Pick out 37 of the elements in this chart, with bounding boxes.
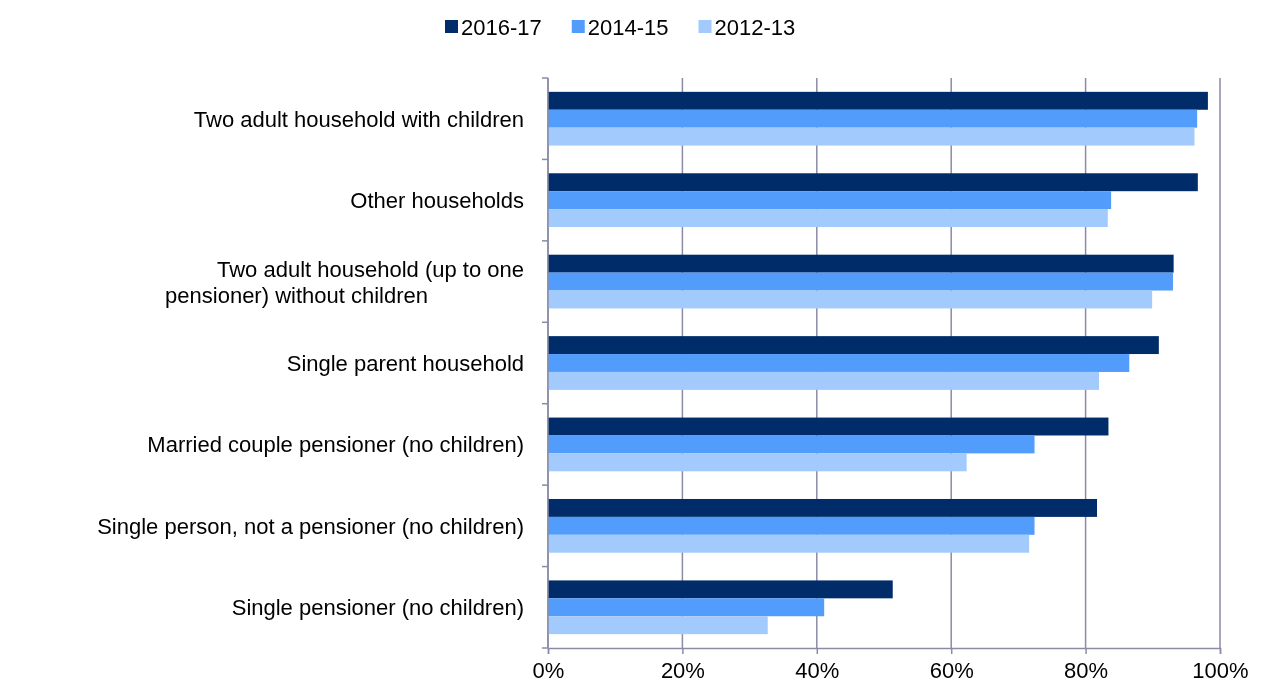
bar xyxy=(548,534,1030,553)
bar xyxy=(548,173,1198,192)
bar xyxy=(548,580,893,599)
x-tick-label: 0% xyxy=(532,657,565,683)
x-tick-label: 100% xyxy=(1192,657,1249,683)
bar xyxy=(548,109,1198,128)
bar xyxy=(548,616,768,635)
x-tick-label: 20% xyxy=(660,657,705,683)
legend-label: 2016-17 xyxy=(461,15,542,40)
bar xyxy=(548,417,1109,436)
bar xyxy=(548,191,1112,210)
bar xyxy=(548,371,1100,390)
bar xyxy=(548,598,825,617)
y-tick-label: Single parent household xyxy=(286,351,524,376)
y-tick-label: Single pensioner (no children) xyxy=(231,595,524,621)
legend-label: 2014-15 xyxy=(587,15,669,40)
bar xyxy=(548,272,1173,291)
y-tick-label: Single person, not a pensioner (no children) xyxy=(97,513,524,539)
bar xyxy=(548,290,1153,309)
legend-label: 2012-13 xyxy=(714,15,796,40)
y-tick-label: Married couple pensioner (no children) xyxy=(147,432,524,458)
bar xyxy=(548,127,1195,146)
x-tick-label: 40% xyxy=(795,657,840,683)
y-tick-label: Two adult household (up to one pensioner) without children xyxy=(165,256,524,308)
bar xyxy=(548,435,1035,454)
bar xyxy=(548,453,967,472)
x-tick-label: 60% xyxy=(929,657,974,683)
y-tick-label: Other households xyxy=(350,188,524,214)
bar xyxy=(548,254,1174,273)
bar xyxy=(548,336,1159,355)
y-tick-label: Two adult household with children xyxy=(193,106,524,132)
bar xyxy=(548,498,1098,517)
bar xyxy=(548,209,1108,228)
bar xyxy=(548,354,1130,372)
bar xyxy=(548,516,1035,535)
x-tick-label: 80% xyxy=(1064,657,1109,683)
bar xyxy=(548,91,1208,110)
